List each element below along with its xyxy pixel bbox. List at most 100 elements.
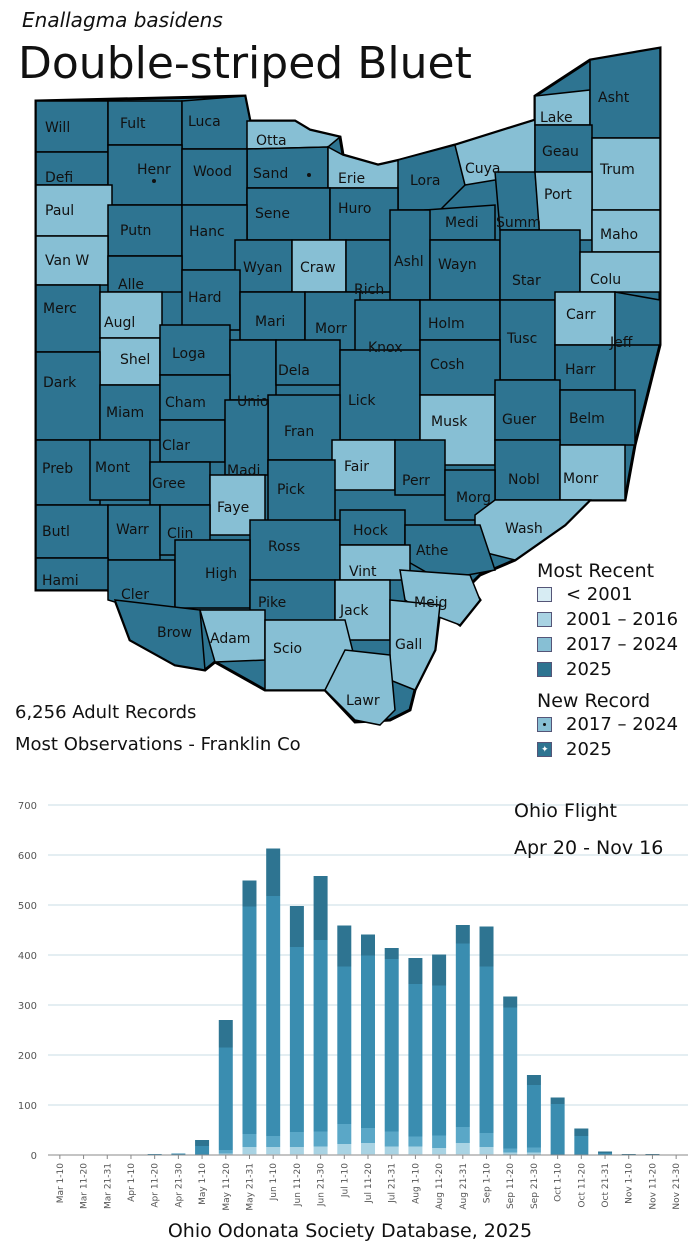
county-unio[interactable] — [229, 339, 277, 401]
legend-label: < 2001 — [566, 584, 633, 605]
bar-segment — [479, 1133, 494, 1147]
county-label-warr: Warr — [116, 522, 149, 538]
bar-segment — [337, 925, 352, 967]
county-colu[interactable] — [579, 251, 661, 293]
county-guer[interactable] — [494, 379, 561, 441]
y-tick-label: 100 — [18, 1101, 37, 1112]
county-label-summ: Summ — [496, 215, 541, 231]
county-label-augl: Augl — [104, 315, 135, 331]
bar-segment — [361, 1143, 375, 1154]
county-label-hard: Hard — [188, 290, 222, 306]
county-label-unio: Unio — [237, 394, 269, 410]
county-label-morg: Morg — [456, 490, 491, 506]
county-star[interactable] — [499, 229, 581, 301]
x-tick-label: Nov 1-10 — [625, 1163, 635, 1204]
county-label-huro: Huro — [338, 201, 371, 217]
county-label-otta: Otta — [256, 133, 287, 149]
bar-segment — [408, 1146, 423, 1154]
bar-segment — [503, 1152, 518, 1155]
x-tick-label: Jun 11-20 — [293, 1163, 303, 1207]
county-label-clar: Clar — [162, 438, 190, 454]
county-label-henr: Henr — [137, 162, 171, 178]
bar-segment — [289, 1147, 304, 1154]
county-label-loga: Loga — [172, 346, 206, 362]
bar-segment — [242, 1134, 257, 1147]
county-nobl[interactable] — [494, 439, 561, 501]
county-merc[interactable] — [35, 284, 101, 353]
county-label-miam: Miam — [106, 405, 144, 421]
x-tick-label: Mar 1-10 — [56, 1163, 66, 1204]
x-tick-label: Jul 21-31 — [388, 1163, 398, 1204]
county-label-scio: Scio — [273, 641, 302, 657]
county-lawr[interactable] — [324, 649, 396, 726]
legend-item-2017-2024: 2017 – 2024 — [537, 632, 678, 657]
county-label-preb: Preb — [42, 461, 73, 477]
bar-segment — [266, 848, 281, 896]
county-label-mari: Mari — [255, 314, 285, 330]
flight-range: Apr 20 - Nov 16 — [514, 837, 664, 859]
county-label-perr: Perr — [402, 473, 430, 489]
county-dark[interactable] — [35, 351, 101, 441]
county-brow[interactable] — [113, 599, 206, 671]
county-label-hanc: Hanc — [189, 224, 225, 240]
bar-segment — [503, 1148, 518, 1153]
y-tick-label: 400 — [18, 951, 37, 962]
x-tick-label: Nov 11-20 — [648, 1163, 658, 1210]
county-label-nobl: Nobl — [508, 472, 540, 488]
county-label-fran: Fran — [284, 424, 314, 440]
county-label-cuya: Cuya — [465, 161, 501, 177]
bar-segment — [242, 1147, 257, 1154]
county-label-cler: Cler — [121, 587, 149, 603]
county-label-athe: Athe — [416, 543, 448, 559]
county-label-erie: Erie — [338, 171, 365, 187]
county-label-faye: Faye — [217, 500, 249, 516]
county-monr[interactable] — [559, 444, 626, 501]
bar-segment — [455, 943, 470, 1127]
county-meig[interactable] — [399, 569, 481, 626]
y-tick-label: 500 — [18, 901, 37, 912]
county-jeff[interactable] — [614, 291, 661, 346]
bar-segment — [432, 954, 447, 986]
bar-segment — [621, 1154, 636, 1155]
legend-label: 2001 – 2016 — [566, 609, 679, 630]
legend-item-2025: 2025 — [537, 657, 678, 682]
county-wash[interactable] — [474, 499, 592, 561]
x-tick-label: Jul 1-10 — [340, 1163, 350, 1198]
bar-segment — [526, 1085, 541, 1148]
county-label-hami: Hami — [42, 573, 79, 589]
legend: Most Recent < 2001 2001 – 2016 2017 – 20… — [537, 560, 678, 762]
bar-segment — [574, 1136, 589, 1155]
legend-swatch-icon — [537, 587, 552, 602]
legend-swatch-icon — [537, 612, 552, 627]
bar-segment — [218, 1020, 233, 1048]
legend-label: 2025 — [566, 739, 612, 760]
x-tick-label: Nov 21-30 — [672, 1163, 682, 1210]
new-record-star-icon: ✦ — [537, 742, 552, 757]
county-label-tusc: Tusc — [506, 331, 537, 347]
county-label-port: Port — [544, 187, 572, 203]
x-tick-label: Jun 1-10 — [269, 1163, 279, 1202]
new-record-dot-icon — [537, 717, 552, 732]
county-label-van-w: Van W — [45, 253, 89, 269]
bar-segment — [574, 1128, 589, 1136]
county-label-wyan: Wyan — [243, 260, 282, 276]
county-label-pick: Pick — [277, 482, 306, 498]
x-tick-label: Mar 21-31 — [103, 1163, 113, 1209]
new-record-item-2017-2024: 2017 – 2024 — [537, 712, 678, 737]
county-belm[interactable] — [559, 389, 636, 446]
bar-segment — [526, 1147, 541, 1153]
county-label-luca: Luca — [188, 114, 221, 130]
bar-segment — [408, 984, 423, 1137]
legend-label: 2017 – 2024 — [566, 634, 679, 655]
county-label-maho: Maho — [600, 227, 638, 243]
county-label-gall: Gall — [395, 637, 422, 653]
x-tick-label: May 21-31 — [245, 1163, 255, 1211]
bar-segment — [242, 880, 257, 907]
bar-segment — [479, 926, 494, 967]
county-label-vint: Vint — [349, 564, 377, 580]
bar-segment — [361, 1128, 375, 1143]
flight-label: Ohio Flight — [514, 800, 617, 822]
county-label-asht: Asht — [598, 90, 630, 106]
county-label-wash: Wash — [505, 521, 543, 537]
most-observations: Most Observations - Franklin Co — [15, 734, 301, 755]
